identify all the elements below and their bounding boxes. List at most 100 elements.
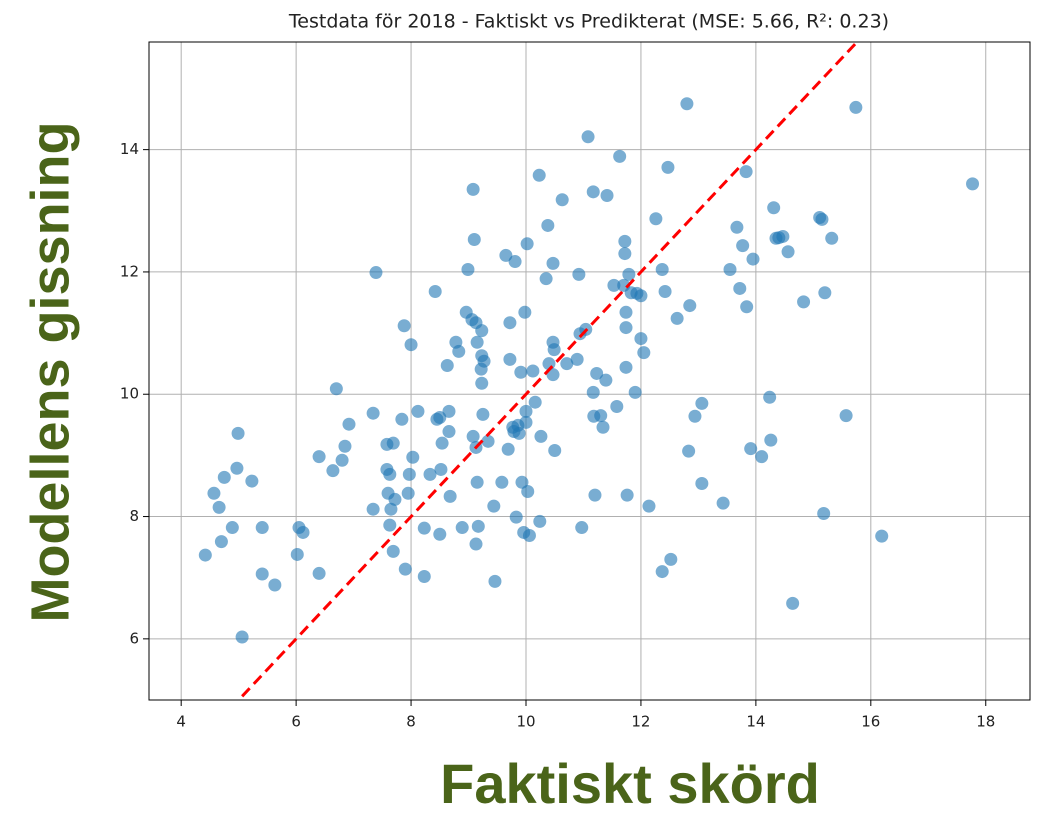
point	[417, 569, 431, 583]
point	[411, 404, 425, 418]
point	[508, 255, 522, 269]
point	[695, 396, 709, 410]
point	[547, 343, 561, 357]
point	[329, 382, 343, 396]
point	[366, 502, 380, 516]
point	[395, 412, 409, 426]
y-tick-label: 10	[120, 385, 139, 403]
point	[688, 409, 702, 423]
plot-frame	[148, 41, 1031, 701]
point	[658, 285, 672, 299]
point	[682, 444, 696, 458]
point	[397, 319, 411, 333]
x-tick-label: 14	[746, 713, 765, 731]
point	[442, 425, 456, 439]
y-tick-label: 12	[120, 262, 139, 280]
point	[555, 193, 569, 207]
point	[618, 247, 632, 261]
point	[230, 461, 244, 475]
point	[526, 364, 540, 378]
point	[466, 429, 480, 443]
point	[386, 544, 400, 558]
point	[572, 267, 586, 281]
point	[512, 426, 526, 440]
point	[610, 399, 624, 413]
point	[619, 305, 633, 319]
point	[622, 267, 636, 281]
point	[600, 188, 614, 202]
point	[620, 488, 634, 502]
point	[642, 499, 656, 513]
point	[207, 486, 221, 500]
point	[388, 492, 402, 506]
point	[586, 385, 600, 399]
point	[488, 574, 502, 588]
point	[546, 368, 560, 382]
point	[312, 450, 326, 464]
point	[532, 168, 546, 182]
point	[434, 462, 448, 476]
point	[661, 160, 675, 174]
point	[245, 474, 259, 488]
point	[683, 299, 697, 313]
point	[539, 272, 553, 286]
point	[520, 237, 534, 251]
point	[594, 409, 608, 423]
point	[695, 477, 709, 491]
point	[586, 185, 600, 199]
point	[470, 335, 484, 349]
point	[670, 311, 684, 325]
point	[746, 252, 760, 266]
point	[225, 521, 239, 535]
point	[475, 376, 489, 390]
point	[764, 433, 778, 447]
point	[849, 100, 863, 114]
point	[818, 286, 832, 300]
point	[599, 373, 613, 387]
point	[452, 344, 466, 358]
x-tick-label: 10	[516, 713, 535, 731]
point	[590, 366, 604, 380]
point	[786, 596, 800, 610]
point	[966, 177, 980, 191]
point	[518, 305, 532, 319]
point	[235, 630, 249, 644]
point	[383, 467, 397, 481]
point	[312, 566, 326, 580]
point	[366, 406, 380, 420]
point	[575, 521, 589, 535]
point	[384, 502, 398, 516]
point	[402, 467, 416, 481]
point	[470, 475, 484, 489]
points	[198, 97, 980, 644]
point	[255, 521, 269, 535]
point	[417, 521, 431, 535]
point	[733, 281, 747, 295]
point	[406, 450, 420, 464]
point	[637, 346, 651, 360]
point	[231, 426, 245, 440]
point	[755, 450, 769, 464]
point	[588, 488, 602, 502]
point	[398, 562, 412, 576]
point	[433, 410, 447, 424]
point	[471, 519, 485, 533]
point	[781, 245, 795, 259]
point	[198, 548, 212, 562]
point	[433, 527, 447, 541]
point	[255, 567, 269, 581]
point	[467, 233, 481, 247]
point	[541, 218, 555, 232]
point	[740, 300, 754, 314]
point	[664, 552, 678, 566]
y-tick-label: 6	[129, 629, 139, 647]
point	[581, 130, 595, 144]
point	[212, 500, 226, 514]
point	[509, 510, 523, 524]
x-tick-label: 18	[976, 713, 995, 731]
point	[386, 436, 400, 450]
point	[338, 439, 352, 453]
point	[619, 321, 633, 335]
point	[519, 415, 533, 429]
